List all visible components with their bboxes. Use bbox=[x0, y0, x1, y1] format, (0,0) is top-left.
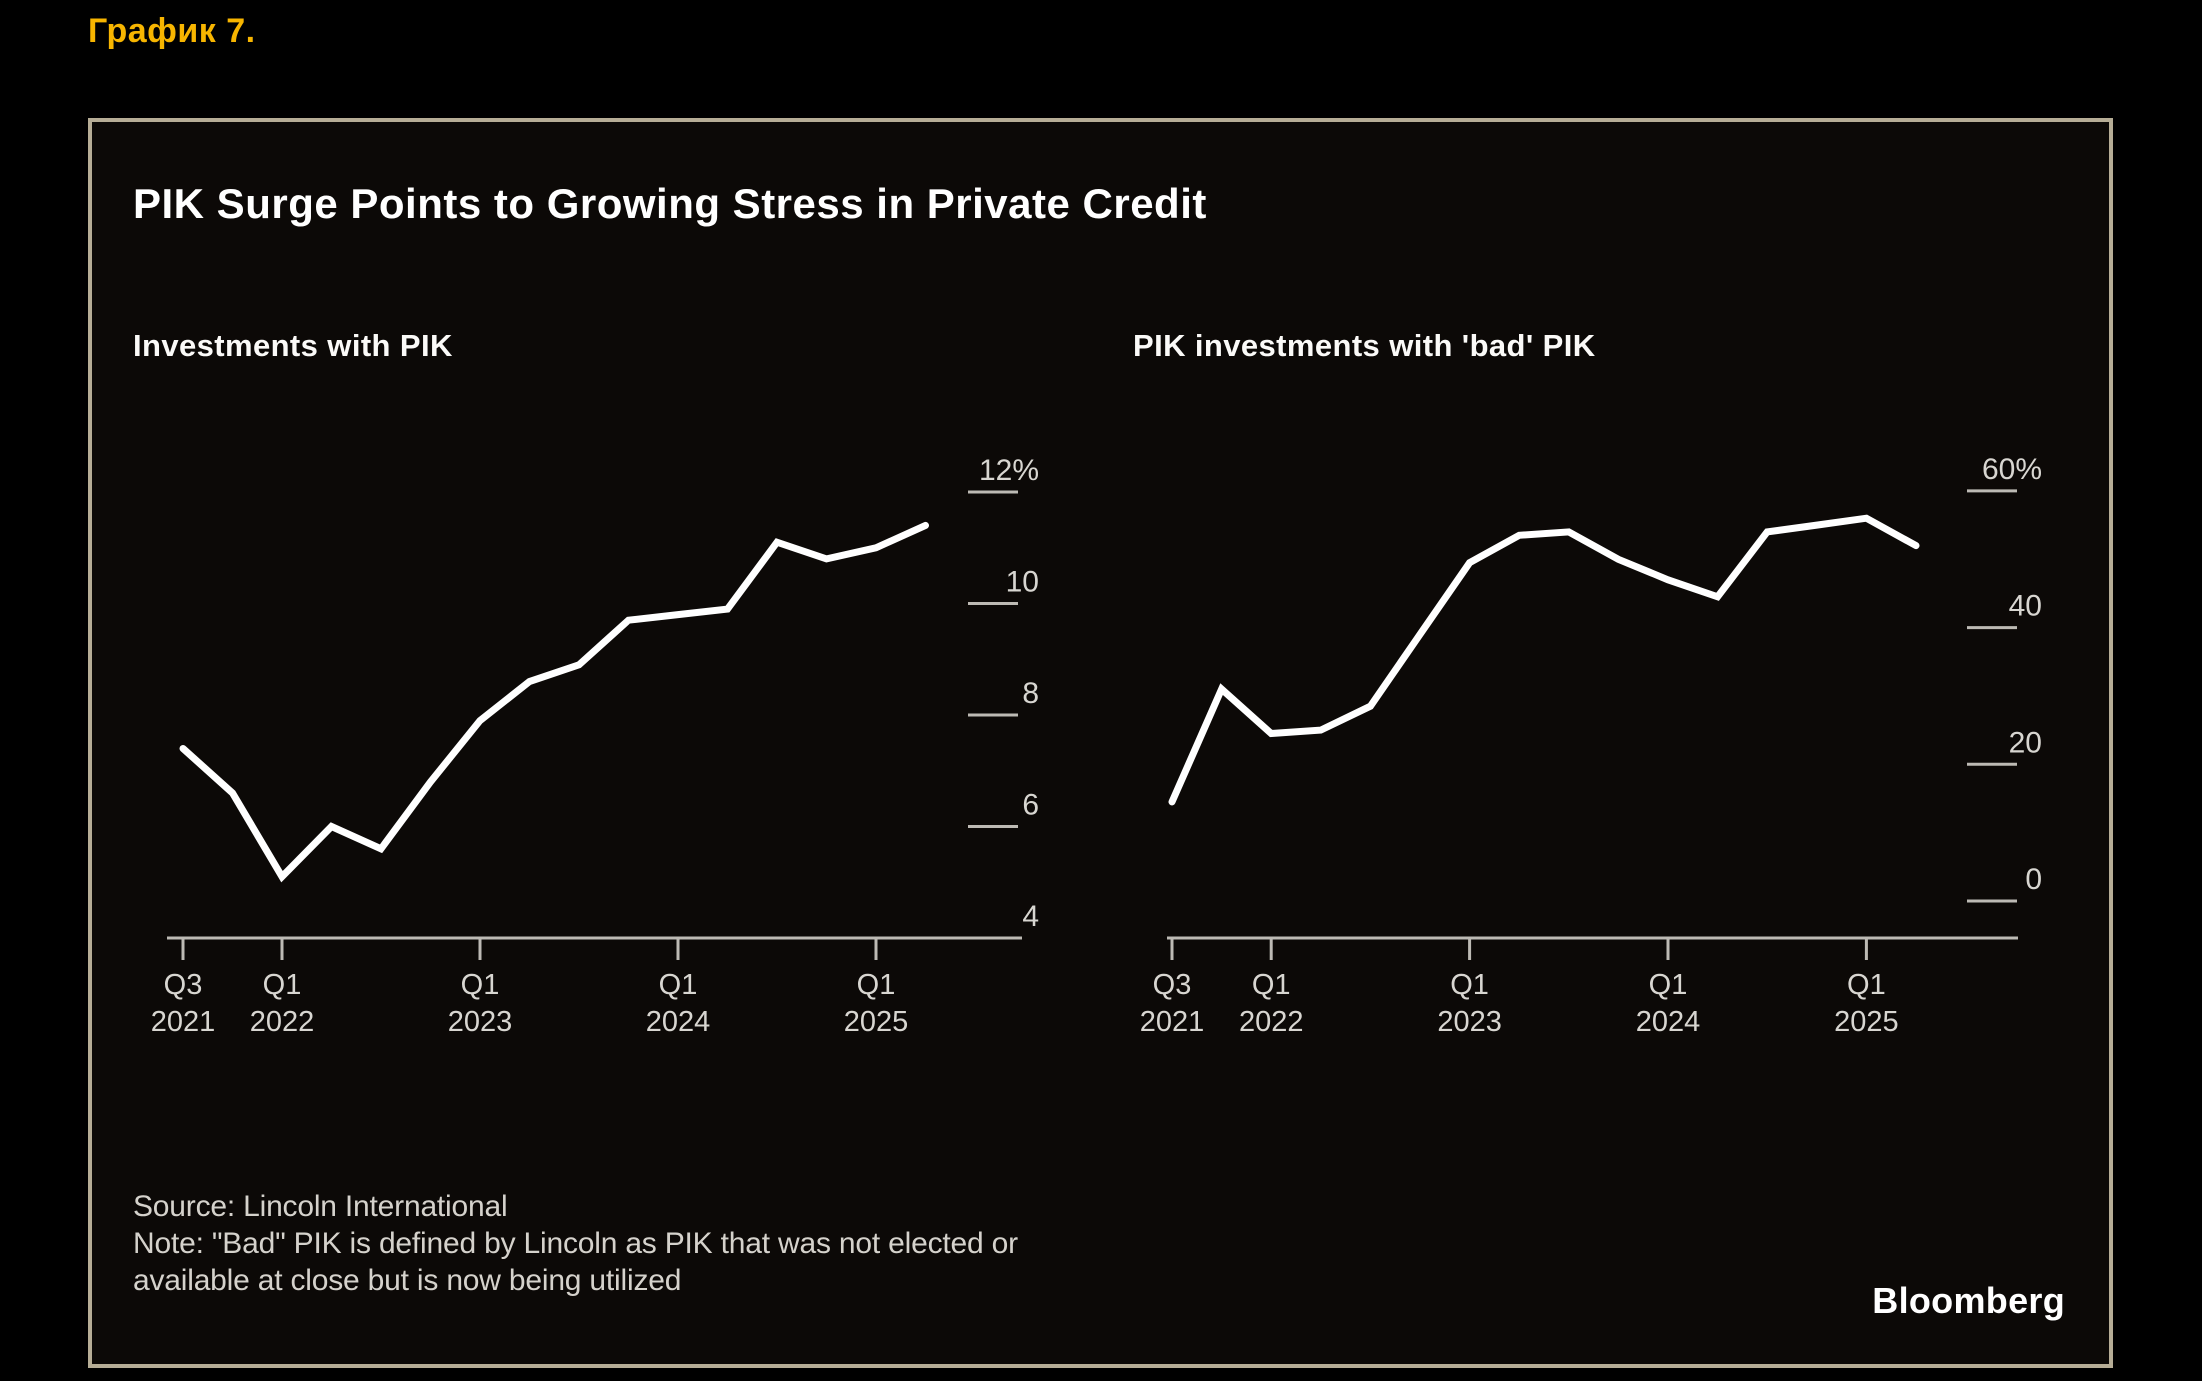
x-tick-label-quarter: Q1 bbox=[1649, 969, 1688, 1001]
charts-canvas: Q3 2021 Q1 2022 Q1 2023 Q1 2024 Q1 2025 12% 10 8 6 4 Q3… bbox=[151, 453, 2042, 1038]
x-tick-label-quarter: Q3 bbox=[164, 969, 203, 1001]
data-line bbox=[1168, 514, 1920, 806]
x-tick-label-quarter: Q1 bbox=[1847, 969, 1886, 1001]
y-tick-label: 20 bbox=[2009, 726, 2042, 759]
note-line-2: available at close but is now being util… bbox=[133, 1264, 682, 1297]
x-tick-label-quarter: Q1 bbox=[1252, 969, 1291, 1001]
chart-title: PIK Surge Points to Growing Stress in Pr… bbox=[133, 180, 1207, 227]
y-tick-label: 4 bbox=[1022, 900, 1039, 933]
x-tick-label-quarter: Q1 bbox=[263, 969, 302, 1001]
x-tick-label-year: 2021 bbox=[151, 1006, 216, 1038]
bloomberg-logo: Bloomberg bbox=[1872, 1280, 2065, 1321]
x-tick-label-year: 2025 bbox=[844, 1006, 909, 1038]
y-tick-label: 40 bbox=[2009, 590, 2042, 623]
chart-panel: PIK Surge Points to Growing Stress in Pr… bbox=[88, 118, 2113, 1368]
chart-panel-content: PIK Surge Points to Growing Stress in Pr… bbox=[92, 122, 2109, 1364]
x-tick-label-quarter: Q1 bbox=[659, 969, 698, 1001]
right-chart-subtitle: PIK investments with 'bad' PIK bbox=[1133, 328, 1596, 363]
x-tick-label-year: 2024 bbox=[1636, 1006, 1701, 1038]
left-chart-subtitle: Investments with PIK bbox=[133, 328, 453, 363]
source-line: Source: Lincoln International bbox=[133, 1190, 508, 1223]
x-tick-label-quarter: Q1 bbox=[1450, 969, 1489, 1001]
data-line bbox=[179, 521, 929, 883]
y-tick-label: 8 bbox=[1022, 677, 1039, 710]
figure-heading: График 7. bbox=[88, 12, 256, 50]
x-tick-label-year: 2022 bbox=[250, 1006, 315, 1038]
x-tick-label-year: 2022 bbox=[1239, 1006, 1304, 1038]
x-tick-label-quarter: Q3 bbox=[1153, 969, 1192, 1001]
x-tick-label-quarter: Q1 bbox=[857, 969, 896, 1001]
x-tick-label-year: 2021 bbox=[1140, 1006, 1205, 1038]
x-tick-label-quarter: Q1 bbox=[461, 969, 500, 1001]
x-tick-label-year: 2025 bbox=[1834, 1006, 1899, 1038]
x-tick-label-year: 2023 bbox=[448, 1006, 513, 1038]
footer-notes: Source: Lincoln International Note: "Bad… bbox=[133, 1188, 1018, 1299]
note-line-1: Note: "Bad" PIK is defined by Lincoln as… bbox=[133, 1227, 1018, 1260]
y-tick-label: 6 bbox=[1022, 789, 1039, 822]
x-tick-label-year: 2023 bbox=[1437, 1006, 1502, 1038]
y-tick-label: 0 bbox=[2025, 863, 2042, 896]
y-tick-label: 10 bbox=[1006, 566, 1039, 599]
y-tick-label: 12% bbox=[979, 454, 1039, 487]
x-tick-label-year: 2024 bbox=[646, 1006, 711, 1038]
y-tick-label: 60% bbox=[1982, 453, 2042, 486]
